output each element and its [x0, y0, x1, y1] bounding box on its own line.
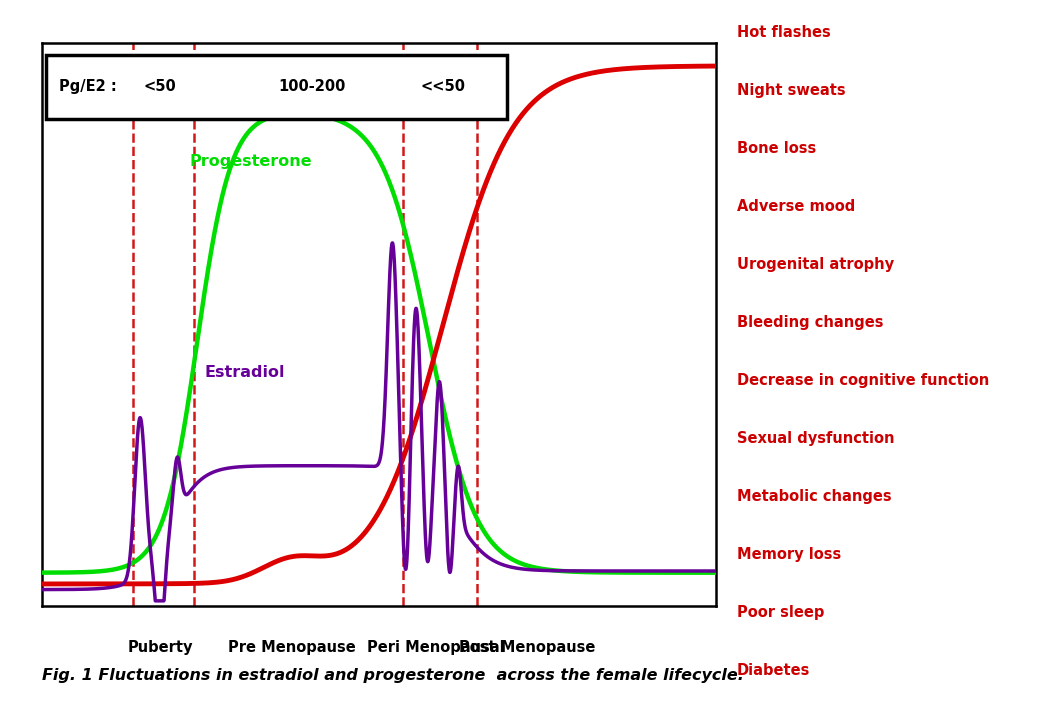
Text: Memory loss: Memory loss	[737, 547, 841, 562]
Text: Pg/E2 :: Pg/E2 :	[59, 79, 117, 94]
Text: Metabolic changes: Metabolic changes	[737, 489, 891, 504]
Text: Decrease in cognitive function: Decrease in cognitive function	[737, 373, 989, 388]
Text: <50: <50	[144, 79, 177, 94]
Text: Bone loss: Bone loss	[737, 141, 816, 156]
Text: 100-200: 100-200	[278, 79, 346, 94]
Text: Puberty: Puberty	[127, 640, 193, 656]
Text: Bleeding changes: Bleeding changes	[737, 315, 883, 330]
Text: Progesterone: Progesterone	[190, 154, 313, 169]
FancyBboxPatch shape	[46, 55, 507, 119]
Text: Hot flashes: Hot flashes	[737, 25, 830, 40]
Text: Poor sleep: Poor sleep	[737, 604, 824, 619]
Text: Night sweats: Night sweats	[737, 83, 845, 98]
Text: Fig. 1 Fluctuations in estradiol and progesterone  across the female lifecycle.: Fig. 1 Fluctuations in estradiol and pro…	[42, 668, 744, 683]
Text: Post Menopause: Post Menopause	[459, 640, 596, 656]
Text: Estradiol: Estradiol	[205, 365, 284, 380]
Text: <<50: <<50	[421, 79, 465, 94]
Text: Peri Menopausal: Peri Menopausal	[368, 640, 505, 656]
Text: Sexual dysfunction: Sexual dysfunction	[737, 431, 895, 445]
Text: Adverse mood: Adverse mood	[737, 199, 855, 214]
Text: Urogenital atrophy: Urogenital atrophy	[737, 257, 894, 271]
Text: Pre Menopause: Pre Menopause	[228, 640, 355, 656]
Text: Diabetes: Diabetes	[737, 663, 810, 677]
